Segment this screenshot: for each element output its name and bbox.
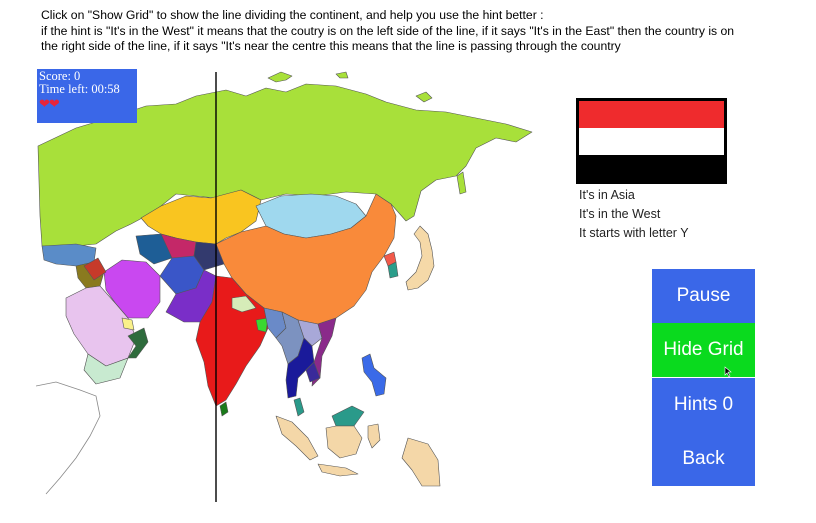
country-bhutan[interactable] <box>255 317 269 333</box>
island-arctic-2[interactable] <box>335 71 349 79</box>
flag-stripe-white <box>579 128 724 155</box>
country-malaysia-borneo[interactable] <box>331 405 365 427</box>
flag-stripe-red <box>579 101 724 128</box>
pause-button[interactable]: Pause <box>652 269 755 323</box>
country-turkey[interactable] <box>41 243 97 267</box>
hint-3: It starts with letter Y <box>579 226 689 240</box>
country-indonesia-sumatra[interactable] <box>275 415 319 461</box>
hint-1: It's in Asia <box>579 188 635 202</box>
country-iran[interactable] <box>103 259 161 319</box>
instruction-line-2: if the hint is "It's in the West" it mea… <box>41 23 735 38</box>
score-label: Score: 0 <box>39 69 81 83</box>
country-indonesia-sulawesi[interactable] <box>367 423 381 449</box>
asia-map[interactable] <box>36 66 540 502</box>
country-indonesia-borneo[interactable] <box>325 425 363 459</box>
country-south-korea[interactable] <box>387 261 399 279</box>
hints-list: It's in Asia It's in the West It starts … <box>579 186 689 243</box>
instruction-line-1: Click on "Show Grid" to show the line di… <box>41 8 544 22</box>
island-novaya-zemlya[interactable] <box>267 71 293 83</box>
country-yemen[interactable] <box>83 353 129 385</box>
instructions-text: Click on "Show Grid" to show the line di… <box>41 8 801 55</box>
country-indonesia-papua[interactable] <box>401 437 441 487</box>
country-philippines[interactable] <box>361 353 387 397</box>
country-georgia-caucasus[interactable] <box>83 257 107 281</box>
lives-heart-icons: ❤❤ <box>39 96 60 111</box>
africa-coastline <box>36 381 101 495</box>
country-oman[interactable] <box>127 327 149 359</box>
flag-display <box>576 98 727 184</box>
island-sakhalin[interactable] <box>456 171 467 195</box>
time-left-label: Time left: 00:58 <box>39 82 120 96</box>
country-sri-lanka[interactable] <box>219 401 229 417</box>
back-button[interactable]: Back <box>652 432 755 486</box>
mouse-cursor-icon <box>724 366 732 378</box>
flag-stripe-black <box>579 155 724 182</box>
country-cambodia[interactable] <box>305 361 321 383</box>
country-japan[interactable] <box>405 225 435 291</box>
country-kuwait-uae[interactable] <box>121 317 135 331</box>
instruction-line-3: the right side of the line, if it says "… <box>41 39 621 53</box>
score-panel: Score: 0 Time left: 00:58 ❤❤ <box>37 69 137 123</box>
country-nepal[interactable] <box>231 295 257 313</box>
country-malaysia[interactable] <box>293 397 305 417</box>
island-arctic-1[interactable] <box>415 91 433 103</box>
hints-button[interactable]: Hints 0 <box>652 378 755 432</box>
hint-2: It's in the West <box>579 207 661 221</box>
country-laos[interactable] <box>297 319 323 347</box>
country-indonesia-java[interactable] <box>317 463 359 477</box>
hide-grid-button[interactable]: Hide Grid <box>652 323 755 377</box>
country-saudi-arabia[interactable] <box>65 285 137 367</box>
